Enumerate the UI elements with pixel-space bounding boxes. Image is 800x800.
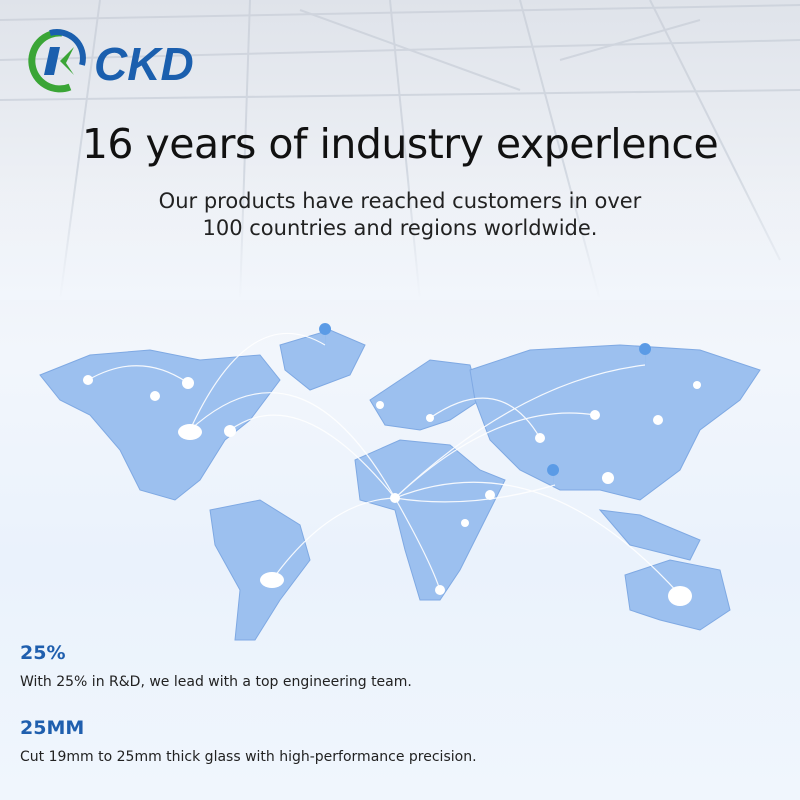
south-america — [209, 499, 311, 641]
stat-rnd: 25% With 25% in R&D, we lead with a top … — [20, 642, 412, 690]
europe — [369, 359, 481, 431]
svg-text:CKD: CKD — [94, 38, 194, 90]
warehouse-ceiling-background — [0, 0, 800, 300]
stat-text: With 25% in R&D, we lead with a top engi… — [20, 674, 412, 690]
stat-headline: 25MM — [20, 717, 85, 739]
africa — [354, 439, 506, 601]
stat-thickness: 25MM Cut 19mm to 25mm thick glass with h… — [20, 717, 477, 765]
ckd-logo: CKD — [28, 29, 194, 93]
greenland — [279, 329, 366, 391]
page-title: 16 years of industry experlence — [81, 120, 719, 168]
subtitle-line-1: Our products have reached customers in o… — [158, 189, 642, 213]
stat-text: Cut 19mm to 25mm thick glass with high-p… — [20, 749, 477, 765]
subtitle-line-2: 100 countries and regions worldwide. — [202, 216, 598, 240]
north-america — [39, 349, 281, 501]
southeast-asia — [598, 509, 701, 561]
world-map-icon — [39, 323, 761, 641]
stat-headline: 25% — [20, 642, 66, 664]
page-subtitle: Our products have reached customers in o… — [0, 188, 800, 242]
